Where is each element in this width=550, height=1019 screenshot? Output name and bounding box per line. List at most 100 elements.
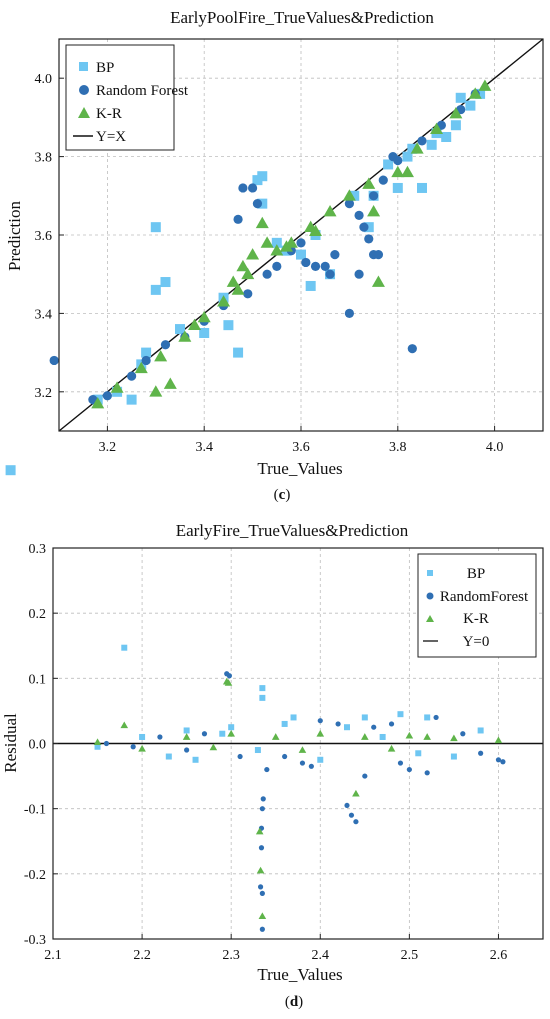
chart-d-point-kr-3 xyxy=(258,912,267,920)
chart-d-point-rf-32 xyxy=(371,724,377,730)
chart-d-point-kr-14 xyxy=(138,744,146,752)
chart-c-point-kr-3 xyxy=(110,381,124,393)
chart-c-point-bp-4 xyxy=(233,347,244,358)
chart-c-point-rf-11 xyxy=(354,210,364,220)
chart-c-ytick-label-0: 3.2 xyxy=(35,386,53,401)
chart-c-point-rf-33 xyxy=(127,371,137,381)
chart-d-point-bp-20 xyxy=(415,750,422,757)
chart-d-point-kr-20 xyxy=(423,733,431,740)
chart-d-point-bp-21 xyxy=(139,733,146,740)
chart-c-ytick-label-2: 3.6 xyxy=(35,229,53,244)
chart-c-point-rf-3 xyxy=(248,183,258,193)
chart-c-xlabel: True_Values xyxy=(257,459,342,478)
chart-d-point-rf-23 xyxy=(264,766,270,773)
chart-d-legend-marker-rf xyxy=(426,592,434,600)
chart-d-ytick-label-0: -0.3 xyxy=(24,933,46,948)
chart-c-point-kr-2 xyxy=(91,397,105,409)
chart-c-point-kr-27 xyxy=(468,87,482,99)
chart-c-point-kr-0 xyxy=(163,377,177,389)
chart-d-xtick-label-4: 2.5 xyxy=(401,948,419,963)
chart-c-point-rf-4 xyxy=(252,199,263,209)
chart-d-legend-label-kr: K-R xyxy=(463,611,489,627)
caption-d-letter: d xyxy=(290,994,299,1010)
chart-d-point-rf-20 xyxy=(335,721,341,727)
chart-c-point-rf-32 xyxy=(141,355,151,366)
chart-c-legend-label-bp: BP xyxy=(96,60,114,76)
chart-c-point-bp-28 xyxy=(141,347,152,358)
chart-c-point-rf-8 xyxy=(320,261,330,271)
chart-d-point-kr-11 xyxy=(361,733,369,740)
caption-d-open: ( xyxy=(285,994,290,1010)
chart-c-point-rf-16 xyxy=(354,269,364,279)
chart-c-legend-marker-rf xyxy=(79,85,89,95)
chart-c-legend-marker-kr xyxy=(78,107,90,118)
chart-c-point-kr-12 xyxy=(255,216,269,229)
chart-c-point-bp-32 xyxy=(271,237,282,248)
chart-c-legend: BP Random Forest K-R Y=X xyxy=(65,44,189,151)
chart-d-ytick-label-5: 0.2 xyxy=(29,607,47,622)
chart-c-point-bp-26 xyxy=(455,92,466,103)
chart-d-point-kr-7 xyxy=(182,733,191,740)
chart-c-xtick-label-1: 3.4 xyxy=(195,440,213,455)
chart-c-point-bp-18 xyxy=(417,182,427,193)
chart-c-point-kr-9 xyxy=(226,275,240,287)
chart-c-point-kr-17 xyxy=(323,204,337,217)
chart-c-point-kr-23 xyxy=(400,165,414,178)
chart-d-point-rf-11 xyxy=(353,819,359,825)
chart-c-point-bp-20 xyxy=(426,139,437,150)
chart-d-point-kr-0 xyxy=(120,721,129,729)
caption-c-letter: c xyxy=(279,487,286,503)
chart-d-point-bp-18 xyxy=(254,747,261,754)
chart-c-ytick-label-3: 3.8 xyxy=(35,151,53,166)
chart-d-point-bp-7 xyxy=(361,714,368,721)
chart-d-xlabel: True_Values xyxy=(257,965,342,984)
chart-c-point-bp-2 xyxy=(150,284,161,295)
chart-d-ytick-label-4: 0.1 xyxy=(29,672,47,687)
chart-c-point-bp-22 xyxy=(441,132,452,142)
chart-c-point-bp-7 xyxy=(257,198,268,209)
chart-d-point-bp-8 xyxy=(424,714,431,721)
chart-c-point-kr-22 xyxy=(391,165,405,178)
chart-c-point-rf-7 xyxy=(310,261,321,271)
chart-d-legend-label-rf: RandomForest xyxy=(440,589,529,605)
chart-d-point-rf-1 xyxy=(226,673,232,679)
chart-c-point-bp-15 xyxy=(349,190,360,201)
chart-d-point-rf-12 xyxy=(362,773,368,779)
chart-c-legend-label-line: Y=X xyxy=(96,129,126,145)
chart-c-point-kr-33 xyxy=(188,318,202,331)
chart-d-point-rf-13 xyxy=(406,766,412,773)
chart-c-point-kr-18 xyxy=(342,189,356,201)
chart-d-point-bp-2 xyxy=(259,694,266,701)
chart-d-ytick-label-3: 0.0 xyxy=(29,738,47,753)
chart-c-point-kr-10 xyxy=(236,259,250,272)
chart-d-point-rf-3 xyxy=(257,884,264,890)
caption-d-close: ) xyxy=(298,994,303,1010)
chart-d-point-rf-10 xyxy=(348,812,355,818)
chart-c-point-bp-12 xyxy=(296,249,306,260)
chart-d-xtick-label-5: 2.6 xyxy=(490,948,508,963)
chart-c-point-rf-39 xyxy=(344,308,354,318)
chart-d-point-rf-15 xyxy=(495,757,502,763)
chart-c-point-rf-21 xyxy=(344,199,354,209)
chart-d-point-kr-12 xyxy=(405,731,414,739)
chart-c-point-bp-31 xyxy=(199,328,210,338)
chart-d-xtick-label-3: 2.4 xyxy=(312,948,330,963)
chart-c-point-rf-17 xyxy=(369,191,379,201)
chart-d-point-bp-1 xyxy=(259,685,266,692)
chart-c-title: EarlyPoolFire_TrueValues&Prediction xyxy=(170,8,434,27)
chart-d-point-kr-17 xyxy=(209,743,218,751)
chart-c-point-kr-5 xyxy=(154,350,168,362)
chart-d-point-bp-5 xyxy=(290,714,297,721)
chart-d-point-rf-28 xyxy=(130,744,136,750)
chart-c-points xyxy=(5,79,492,476)
chart-d-point-rf-31 xyxy=(478,750,484,756)
chart-c-point-kr-1 xyxy=(149,385,163,397)
chart-d-point-rf-29 xyxy=(103,740,110,747)
chart-d-point-rf-26 xyxy=(184,747,190,753)
chart-c: EarlyPoolFire_TrueValues&Prediction 3.2 3… xyxy=(5,8,544,503)
chart-c-point-bp-3 xyxy=(160,277,171,288)
chart-d-point-rf-33 xyxy=(308,763,314,769)
chart-d-point-rf-4 xyxy=(259,890,265,896)
chart-c-point-rf-31 xyxy=(160,340,171,350)
